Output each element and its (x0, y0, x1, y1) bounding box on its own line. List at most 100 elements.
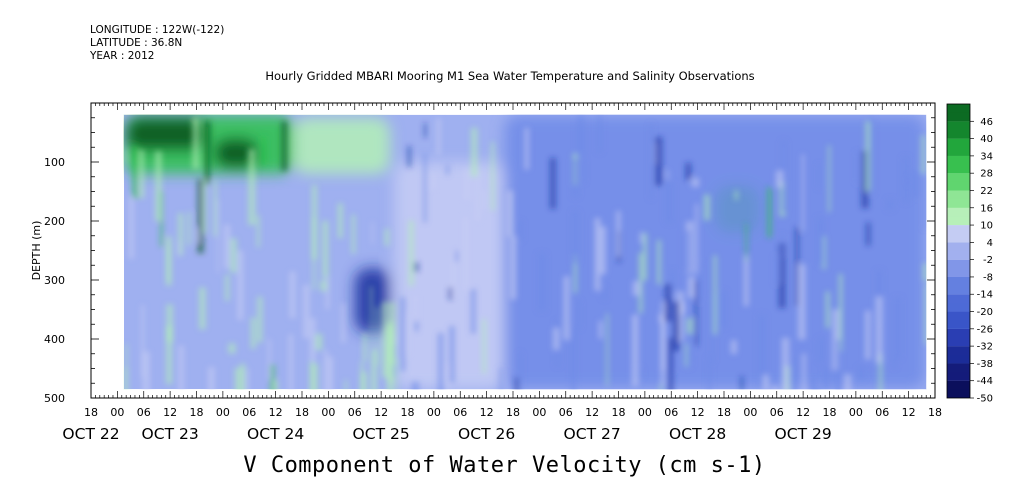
x-tick-label: 00 (321, 406, 335, 419)
heatmap-streak (576, 115, 585, 156)
heatmap-streak (413, 294, 418, 321)
heatmap-streaks (124, 115, 927, 390)
heatmap-streak (666, 169, 669, 180)
heatmap-streak (327, 356, 334, 390)
heatmap-streak (685, 343, 688, 367)
heatmap-streak (322, 220, 329, 278)
heatmap-streak (269, 364, 275, 390)
heatmap-streak (195, 227, 200, 243)
heatmap-streak (631, 314, 639, 387)
heatmap-streak (524, 127, 530, 170)
heatmap-streak (506, 190, 514, 237)
heatmap-streak (311, 363, 319, 390)
y-axis-label: DEPTH (m) (30, 221, 43, 281)
x-tick-label: 18 (823, 406, 837, 419)
heatmap-streak (923, 175, 927, 229)
colorbar-tick-label: -14 (977, 290, 993, 301)
heatmap-streak (302, 284, 310, 339)
heatmap-streak (572, 158, 579, 197)
x-tick-label: 12 (269, 406, 283, 419)
heatmap-streak (669, 270, 676, 295)
x-tick-label: 00 (743, 406, 757, 419)
heatmap-streak (801, 353, 806, 390)
heatmap-streak (743, 255, 749, 307)
y-tick-label: 300 (44, 274, 65, 287)
heatmap-streak (817, 217, 824, 266)
date-label: OCT 25 (353, 425, 410, 443)
heatmap-streak (818, 337, 824, 362)
heatmap-streak (463, 169, 472, 201)
heatmap-streak (864, 310, 871, 360)
heatmap-streak (509, 235, 517, 300)
x-tick-label: 12 (691, 406, 705, 419)
heatmap-streak (639, 232, 643, 244)
heatmap-streak (154, 151, 162, 222)
heatmap-streak (490, 142, 495, 211)
x-tick-label: 00 (427, 406, 441, 419)
heatmap-streak (597, 115, 602, 153)
heatmap-region (293, 117, 390, 174)
heatmap-streak (549, 157, 556, 209)
heatmap-streak (178, 345, 185, 390)
heatmap-streak (125, 344, 128, 390)
heatmap-streak (177, 213, 184, 256)
heatmap-streak (371, 221, 374, 245)
heatmap-streak (902, 156, 909, 203)
heatmap-streak (781, 337, 790, 390)
heatmap-streak (740, 376, 744, 390)
x-tick-label: 18 (190, 406, 204, 419)
heatmap-streak (687, 276, 695, 299)
heatmap-streak (197, 179, 204, 254)
heatmap-streak (868, 117, 875, 195)
year-label: YEAR : 2012 (90, 50, 155, 62)
heatmap-streak (198, 287, 206, 330)
colorbar-tick-label: -44 (977, 376, 993, 387)
axis-ticks (90, 103, 936, 399)
heatmap-streak (280, 121, 288, 171)
heatmap-streak (446, 363, 449, 390)
heatmap-streak (207, 367, 215, 390)
colorbar-sub-bin (947, 129, 970, 139)
heatmap-streak (499, 367, 503, 390)
x-tick-label: 00 (638, 406, 652, 419)
x-tick-label: 18 (401, 406, 415, 419)
heatmap-streak (856, 151, 859, 184)
heatmap-streak (598, 320, 603, 339)
x-tick-label: 12 (796, 406, 810, 419)
heatmap-streak (431, 172, 436, 190)
heatmap-streak (213, 180, 217, 237)
heatmap-streak (411, 381, 420, 390)
colorbar-sub-bin (947, 268, 970, 277)
heatmap-streak (408, 220, 414, 286)
heatmap-streak (272, 379, 278, 390)
heatmap-streak (601, 287, 607, 299)
heatmap-streak (204, 121, 211, 185)
heatmap-streak (672, 301, 680, 352)
colorbar-tick-label: 16 (980, 203, 993, 214)
heatmap-streak (767, 187, 772, 238)
x-tick-label: 18 (506, 406, 520, 419)
heatmap-streak (228, 343, 236, 354)
colorbar-tick-label: -38 (977, 359, 993, 370)
heatmap-streak (781, 140, 787, 213)
x-tick-label: 06 (664, 406, 678, 419)
latitude-label: LATITUDE : 36.8N (90, 37, 183, 49)
heatmap-streak (142, 351, 150, 390)
colorbar: 46 40 34 28 22 16 10 4 -2 -8 -14 -20 -26 -32 -38 -44 -50 (946, 103, 993, 405)
heatmap-streak (407, 146, 411, 168)
heatmap-streak (703, 194, 710, 221)
heatmap-streak (822, 236, 826, 270)
heatmap-streak (825, 291, 830, 328)
heatmap-streak (861, 150, 869, 209)
colorbar-sub-bin (947, 181, 970, 191)
x-tick-label: 06 (559, 406, 573, 419)
colorbar-sub-bin (947, 372, 970, 381)
heatmap-streak (470, 289, 476, 334)
colorbar-tick-label: -20 (977, 307, 993, 318)
heatmap-streak (665, 181, 674, 223)
heatmap-streak (470, 127, 478, 177)
x-tick-label: 06 (770, 406, 784, 419)
date-label: OCT 24 (247, 425, 304, 443)
x-tick-label: 12 (480, 406, 494, 419)
